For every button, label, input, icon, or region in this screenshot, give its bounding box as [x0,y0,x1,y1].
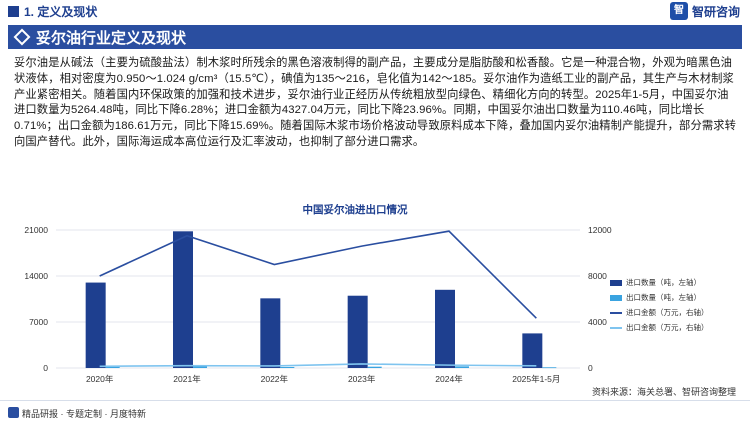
legend-label: 出口金额（万元，右轴） [626,323,709,332]
bar-export-qty [542,367,557,369]
legend-item: 进口金额（万元，右轴） [610,305,750,320]
footer-text: 精品研报 · 专题定制 · 月度特新 [22,409,146,419]
diamond-icon [13,28,31,46]
legend-swatch [610,294,622,301]
source-note: 资料来源：海关总署、智研咨询整理 [591,387,736,397]
x-tick-label: 2023年 [348,374,376,384]
brand: 智 智研咨询 [669,2,740,20]
section-square-icon [8,6,19,17]
bar-import-qty [85,282,106,368]
left-tick-label: 0 [43,363,48,373]
bar-export-qty [105,366,120,368]
top-bar: 1. 定义及现状 智 智研咨询 [0,0,750,24]
bar-export-qty [455,366,469,368]
x-tick-label: 2022年 [261,374,289,384]
left-tick-label: 7000 [29,317,48,327]
left-tick-label: 21000 [24,225,48,235]
right-tick-label: 0 [588,363,593,373]
x-tick-label: 2020年 [86,374,114,384]
line-export-value [99,363,537,368]
legend-swatch [610,326,622,329]
brand-name: 智研咨询 [691,4,740,19]
bar-import-qty [260,298,281,368]
legend-item: 出口金额（万元，右轴） [610,320,750,335]
right-tick-label: 12000 [588,225,612,235]
right-tick-label: 8000 [588,271,607,281]
chart-title: 中国妥尔油进出口情况 [302,204,408,216]
legend-swatch [610,311,622,314]
legend-label: 进口数量（吨，左轴） [626,278,701,287]
bar-import-qty [347,295,368,368]
bar-export-qty [280,367,295,368]
bar-export-qty [367,366,382,368]
title-bar: 妥尔油行业定义及现状 [8,25,742,49]
brand-logo-icon: 智 [669,2,688,20]
left-tick-label: 14000 [24,271,48,281]
x-tick-label: 2021年 [173,374,201,384]
x-tick-label: 2024年 [435,374,463,384]
legend-label: 出口数量（吨，左轴） [626,293,701,302]
legend-item: 进口数量（吨，左轴） [610,275,750,290]
page-title: 妥尔油行业定义及现状 [36,29,187,47]
legend-swatch [610,279,622,286]
section-title: 1. 定义及现状 [24,5,98,19]
right-tick-label: 4000 [588,317,607,327]
x-tick-label: 2025年1-5月 [512,374,560,384]
footer-logo-icon [8,407,19,418]
legend-label: 进口金额（万元，右轴） [626,308,709,317]
chart-legend: 进口数量（吨，左轴） 出口数量（吨，左轴） 进口金额（万元，右轴） 出口金额（万元，右… [610,275,750,335]
bar-export-qty [193,366,207,368]
footer: 精品研报 · 专题定制 · 月度特新 [0,400,750,421]
bar-import-qty [435,289,455,368]
section-label: 1. 定义及现状 [8,3,97,20]
line-import-value [99,230,537,319]
bar-import-qty [173,231,193,368]
description-paragraph: 妥尔油是从碱法（主要为硫酸盐法）制木浆时所残余的黑色溶液制得的副产品，主要成分是… [14,57,737,148]
legend-item: 出口数量（吨，左轴） [610,290,750,305]
bar-import-qty [522,333,543,368]
